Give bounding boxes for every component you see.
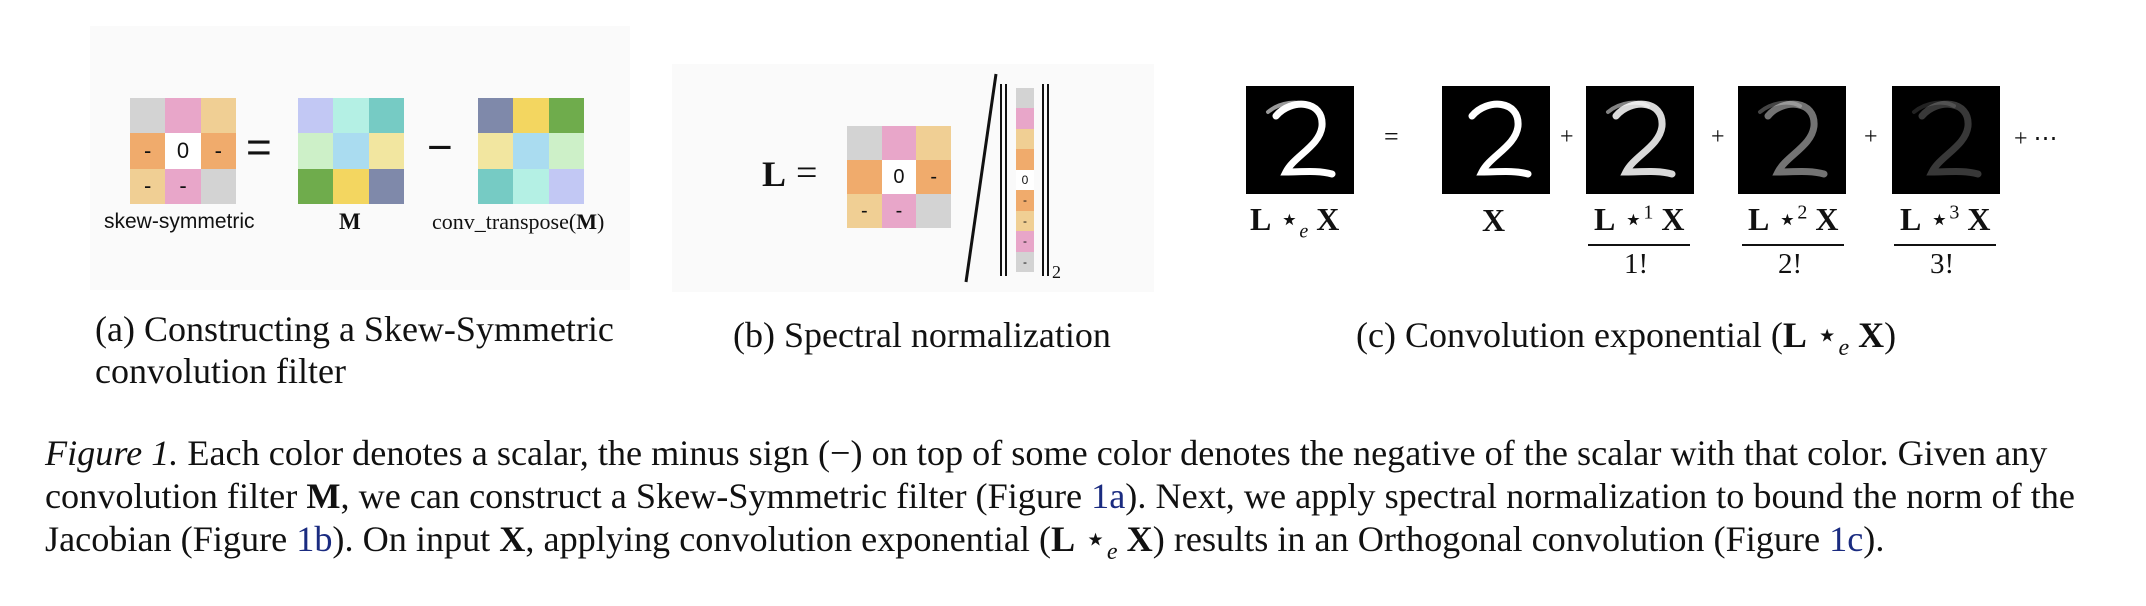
term-1-fraction-bar xyxy=(1588,244,1690,246)
skew-cell-4: 0 xyxy=(165,133,201,169)
m-cell-4 xyxy=(333,133,369,169)
digit-stroke xyxy=(1612,100,1676,178)
m-cell-5 xyxy=(368,133,404,169)
kernel-grid: 0--- xyxy=(847,126,951,228)
figure-ref-1b[interactable]: 1b xyxy=(296,519,333,559)
figure-ref-1a[interactable]: 1a xyxy=(1091,476,1126,516)
vector-cell-0 xyxy=(1016,88,1034,109)
mt-cell-4 xyxy=(513,133,549,169)
caption-c: (c) Convolution exponential (L ⋆e X) xyxy=(1356,315,1897,362)
label-m: M xyxy=(339,209,361,234)
plus-sign-2: + xyxy=(1711,124,1725,150)
kernel-cell-7: - xyxy=(881,194,917,228)
vector-cell-6: - xyxy=(1016,210,1034,232)
figure-ref-1c[interactable]: 1c xyxy=(1829,519,1864,559)
vector-cell-1 xyxy=(1016,108,1034,129)
kernel-cell-1 xyxy=(881,126,917,160)
digit-image-term-2 xyxy=(1738,86,1846,194)
vector-cell-7: - xyxy=(1016,231,1034,252)
caption-a: (a) Constructing a Skew-Symmetric convol… xyxy=(95,309,614,391)
digit-ghost-stroke xyxy=(1266,100,1310,114)
digit-stroke xyxy=(1918,100,1982,178)
term-3-denominator: 3! xyxy=(1930,248,1955,280)
skew-symmetric-filter-grid: -0--- xyxy=(130,98,236,204)
skew-cell-3: - xyxy=(130,133,166,169)
m-cell-1 xyxy=(333,98,369,134)
label-output: L ⋆e X xyxy=(1250,201,1340,243)
term-3-fraction-bar xyxy=(1894,244,1996,246)
kernel-cell-4: 0 xyxy=(881,160,917,194)
digit-image-output xyxy=(1246,86,1354,194)
digit-image-term-1 xyxy=(1586,86,1694,194)
skew-cell-0 xyxy=(130,98,166,134)
mt-cell-5 xyxy=(548,133,584,169)
conv-transpose-m-grid xyxy=(478,98,584,204)
mt-cell-0 xyxy=(478,98,514,134)
skew-cell-7: - xyxy=(165,168,201,204)
term-2-denominator: 2! xyxy=(1778,248,1803,280)
vector-cell-4: 0 xyxy=(1016,169,1034,191)
mt-cell-1 xyxy=(513,98,549,134)
mt-cell-2 xyxy=(548,98,584,134)
m-cell-2 xyxy=(368,98,404,134)
kernel-cell-2 xyxy=(916,126,951,160)
equals-sign-c: = xyxy=(1384,122,1399,151)
m-cell-8 xyxy=(368,168,404,204)
vector-cell-8: - xyxy=(1016,251,1034,272)
term-2-numerator: L ⋆2 X xyxy=(1748,201,1839,237)
skew-cell-1 xyxy=(165,98,201,134)
minus-sign: − xyxy=(427,123,453,172)
norm-subscript: 2 xyxy=(1052,262,1061,282)
digit-image-input xyxy=(1442,86,1550,194)
norm-bar-right xyxy=(1042,84,1049,276)
kernel-cell-0 xyxy=(847,126,882,160)
norm-bar-left xyxy=(1000,84,1007,276)
digit-image-term-3 xyxy=(1892,86,2000,194)
digit-stroke xyxy=(1764,100,1828,178)
mt-cell-7 xyxy=(513,168,549,204)
digit-ghost-stroke xyxy=(1912,100,1956,114)
division-slash xyxy=(964,73,998,283)
skew-cell-8 xyxy=(200,168,236,204)
term-1-numerator: L ⋆1 X xyxy=(1594,201,1685,237)
equals-sign-b: = xyxy=(796,152,818,194)
skew-cell-2 xyxy=(200,98,236,134)
caption-b: (b) Spectral normalization xyxy=(733,315,1111,355)
equals-sign: = xyxy=(246,123,272,172)
flattened-kernel-vector: 0---- xyxy=(1016,88,1034,272)
kernel-cell-5: - xyxy=(916,160,951,194)
plus-dots: + ⋯ xyxy=(2014,126,2058,152)
term-1-denominator: 1! xyxy=(1624,248,1649,280)
m-filter-grid xyxy=(298,98,404,204)
vector-cell-2 xyxy=(1016,128,1034,150)
kernel-cell-8 xyxy=(916,194,951,228)
plus-sign-1: + xyxy=(1560,124,1574,150)
m-cell-0 xyxy=(298,98,334,134)
label-skew-symmetric: skew-symmetric xyxy=(104,210,255,233)
vector-cell-3 xyxy=(1016,149,1034,170)
term-3-numerator: L ⋆3 X xyxy=(1900,201,1991,237)
skew-cell-6: - xyxy=(130,168,166,204)
vector-cell-5: - xyxy=(1016,190,1034,211)
label-input: X xyxy=(1482,202,1506,238)
skew-cell-5: - xyxy=(200,133,236,169)
mt-cell-6 xyxy=(478,168,514,204)
plus-sign-3: + xyxy=(1864,124,1878,150)
kernel-cell-6: - xyxy=(847,194,882,228)
digit-stroke xyxy=(1468,100,1532,178)
kernel-cell-3 xyxy=(847,160,882,194)
digit-ghost-stroke xyxy=(1758,100,1802,114)
figure-caption: Figure 1. Each color denotes a scalar, t… xyxy=(45,433,2075,566)
label-conv-transpose: conv_transpose(M) xyxy=(432,209,605,234)
m-cell-7 xyxy=(333,168,369,204)
figure-label: Figure 1. xyxy=(45,433,179,473)
mt-cell-3 xyxy=(478,133,514,169)
digit-ghost-stroke xyxy=(1606,100,1650,114)
m-cell-3 xyxy=(298,133,334,169)
l-symbol: L xyxy=(762,154,787,194)
digit-stroke xyxy=(1272,100,1336,178)
term-2-fraction-bar xyxy=(1742,244,1844,246)
mt-cell-8 xyxy=(548,168,584,204)
m-cell-6 xyxy=(298,168,334,204)
